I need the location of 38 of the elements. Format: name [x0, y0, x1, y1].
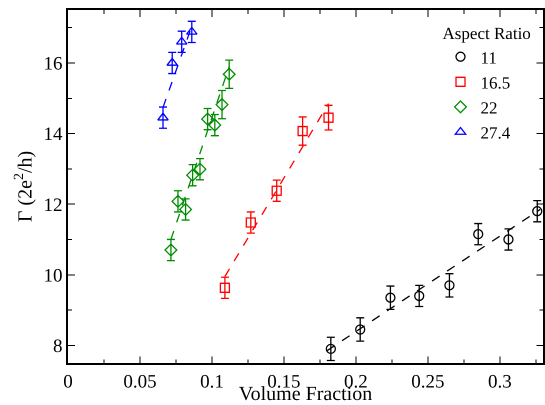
y-tick-label: 12: [43, 194, 62, 216]
point: [220, 282, 230, 293]
legend-label: 27.4: [480, 124, 511, 143]
point: [222, 68, 236, 81]
x-tick-label: 0.05: [123, 372, 157, 393]
point: [297, 126, 308, 136]
x-tick-label: 0.25: [411, 372, 444, 393]
legend-label: 16.5: [480, 73, 510, 92]
point: [503, 234, 514, 245]
legend-label: 11: [480, 48, 497, 68]
point: [171, 194, 184, 208]
point: [355, 324, 366, 335]
y-tick-label: 8: [52, 336, 62, 357]
point: [272, 186, 282, 196]
point: [414, 290, 424, 302]
y-tick-label: 16: [43, 54, 62, 75]
point: [444, 280, 455, 290]
x-tick-label: 0.3: [488, 372, 512, 393]
y-tick-label: 10: [43, 265, 62, 286]
point: [193, 162, 206, 176]
point: [326, 344, 336, 354]
x-tick-label: 0.1: [200, 372, 224, 393]
point: [385, 292, 396, 303]
x-tick-label: 0: [63, 372, 73, 393]
legend-label: 22: [480, 98, 498, 118]
legend-title: Aspect Ratio: [442, 24, 531, 44]
point: [186, 168, 200, 182]
point: [532, 206, 542, 216]
point: [201, 112, 214, 126]
point: [323, 112, 334, 123]
point: [208, 118, 222, 132]
point: [216, 98, 229, 112]
point: [157, 112, 169, 121]
point: [179, 202, 192, 216]
point: [246, 217, 256, 228]
y-tick-label: 14: [43, 124, 63, 146]
point: [164, 244, 178, 257]
point: [473, 229, 484, 240]
